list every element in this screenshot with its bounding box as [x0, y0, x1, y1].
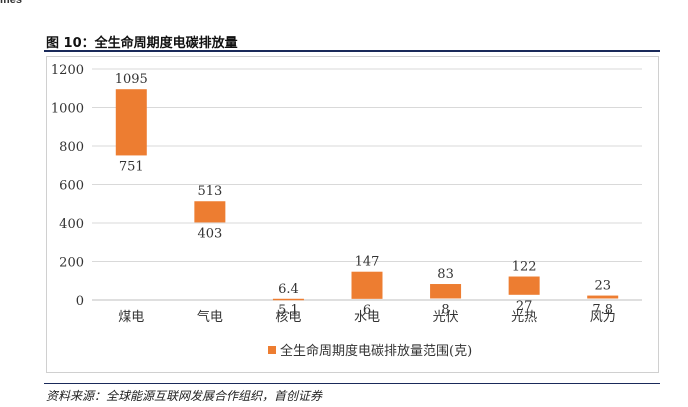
bar-high-label: 23 [594, 279, 611, 294]
bar-high-label: 6.4 [278, 282, 299, 297]
bar-high-label: 122 [512, 260, 537, 275]
x-tick-label: 风力 [590, 310, 616, 325]
title-rule [44, 50, 660, 52]
y-tick-label: 0 [76, 294, 84, 309]
bar-high-label: 83 [437, 267, 454, 282]
legend-label: 全生命周期度电碳排放量范围(克) [280, 343, 472, 359]
range-bar [194, 201, 226, 223]
bar-low-label: 5.1 [278, 303, 299, 318]
bar-low-label: 751 [119, 159, 144, 174]
legend-swatch [268, 346, 276, 354]
y-tick-label: 1000 [51, 102, 84, 117]
figure-title: 图 10：全生命周期度电碳排放量 [46, 36, 238, 51]
bar-high-label: 147 [355, 255, 380, 270]
range-bar [587, 295, 619, 299]
bar-low-label: 8 [441, 302, 449, 317]
x-tick-label: 光热 [511, 310, 537, 325]
bar-high-label: 513 [197, 184, 222, 199]
range-bar [508, 276, 540, 295]
y-tick-label: 600 [59, 179, 84, 194]
bar-low-label: 6 [363, 303, 371, 318]
range-bar [430, 284, 462, 299]
range-bar [272, 298, 304, 301]
x-tick-label: 水电 [354, 310, 380, 325]
source-rule [44, 383, 660, 384]
y-tick-label: 800 [59, 140, 84, 155]
range-bar [115, 89, 147, 156]
y-tick-label: 400 [59, 217, 84, 232]
x-tick-label: 煤电 [118, 310, 144, 325]
x-tick-label: 气电 [197, 309, 223, 325]
x-tick-label: 核电 [275, 310, 301, 325]
bar-low-label: 27 [516, 299, 533, 314]
bar-low-label: 403 [197, 226, 222, 241]
y-tick-label: 1200 [51, 63, 84, 78]
bar-high-label: 1095 [115, 72, 148, 87]
x-tick-label: 光伏 [433, 310, 459, 325]
source-note: 资料来源：全球能源互联网发展合作组织，首创证券 [46, 389, 323, 403]
y-tick-label: 200 [59, 256, 84, 271]
chart-frame [46, 56, 659, 373]
bar-low-label: 7.8 [592, 302, 613, 317]
header-fragment: ifies [0, 0, 23, 6]
range-bar [351, 271, 383, 299]
